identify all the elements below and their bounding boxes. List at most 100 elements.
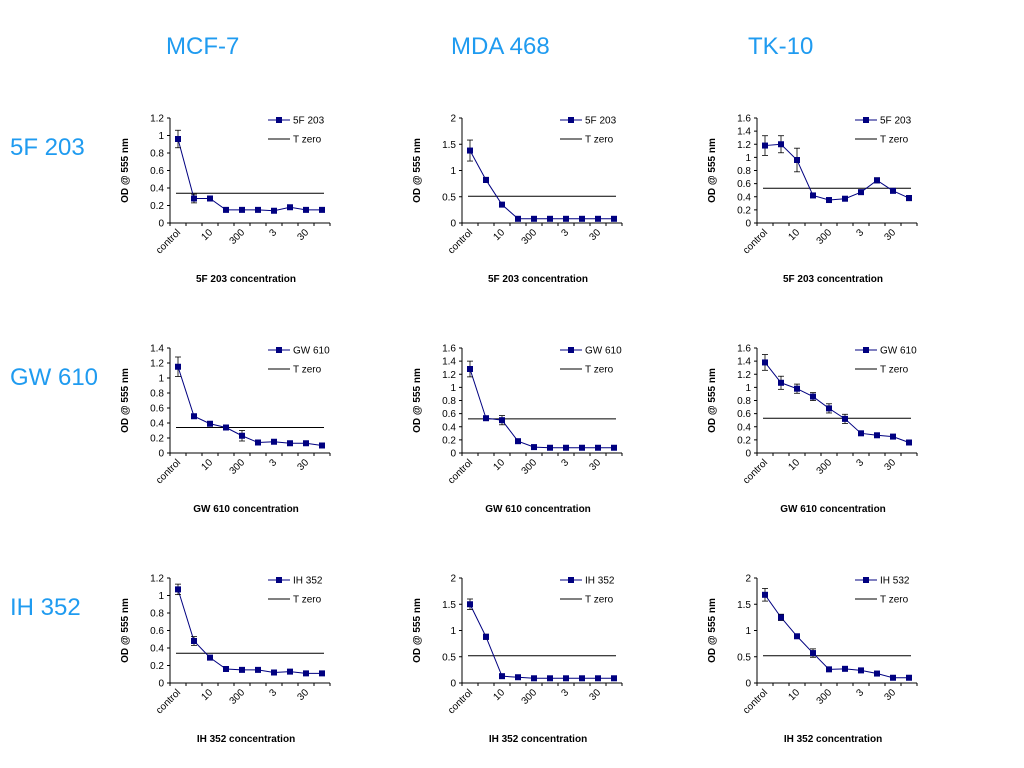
x-axis-title: IH 352 concentration [784,734,882,745]
series-line [764,362,910,443]
y-tick-label: 1.6 [442,344,456,355]
data-point [826,666,832,673]
data-point [579,675,585,682]
y-tick-label: 2 [450,114,456,125]
series-line [469,604,614,679]
legend-series-marker [568,117,574,123]
data-point [467,601,473,608]
y-tick-label: 1.5 [442,600,456,611]
x-tick-label: 30 [882,687,898,703]
data-point [207,420,213,427]
data-point [611,444,617,451]
y-tick-label: 0.4 [150,644,164,655]
x-tick-label: 3 [559,227,571,239]
data-point [223,666,229,672]
y-tick-label: 1.2 [737,370,751,381]
y-tick-label: 1.4 [737,127,751,138]
data-point [890,187,896,194]
y-axis-title: OD @ 555 nm [707,368,718,433]
y-tick-label: 1.2 [737,140,751,151]
x-tick-label: 10 [199,227,215,243]
x-axis-title: 5F 203 concentration [783,274,883,285]
legend-tzero-label: T zero [585,595,614,606]
data-point [175,363,181,370]
y-tick-label: 0.2 [737,435,751,446]
data-point [611,215,617,222]
y-tick-label: 0.5 [737,652,751,663]
data-point [611,675,617,682]
data-point [794,157,800,163]
legend-tzero-label: T zero [293,365,322,376]
y-tick-label: 0.8 [737,166,751,177]
x-tick-label: 30 [882,227,898,243]
y-tick-label: 0.5 [442,192,456,203]
data-point [515,438,521,445]
x-tick-label: 300 [228,687,248,707]
data-point [874,177,880,184]
row-header-gw610: GW 610 [10,364,99,391]
data-point [467,366,473,372]
data-point [531,444,537,451]
y-tick-label: 0.8 [150,609,164,620]
data-point [906,439,912,446]
y-tick-label: 1.5 [737,600,751,611]
y-tick-label: 1.2 [150,114,164,125]
data-point [191,638,197,644]
legend-series-marker [863,577,869,583]
y-axis-title: OD @ 555 nm [120,138,131,203]
series-line [469,150,614,220]
data-point [287,204,293,211]
x-tick-label: control [154,457,183,486]
x-tick-label: 10 [199,687,215,703]
data-point [207,195,213,202]
x-tick-label: 10 [786,687,802,703]
data-point [826,405,832,412]
y-tick-label: 0.6 [737,179,751,190]
column-header-mda468: MDA 468 [451,33,550,60]
data-point [810,393,816,400]
data-point [271,207,277,214]
y-tick-label: 1 [450,626,456,637]
legend-tzero-label: T zero [880,595,909,606]
legend-series-label: GW 610 [585,346,622,357]
legend-tzero-label: T zero [585,135,614,146]
x-tick-label: 3 [559,457,571,469]
x-tick-label: control [154,227,183,256]
y-tick-label: 0.8 [737,396,751,407]
data-point [287,668,293,675]
y-tick-label: 1 [745,626,751,637]
data-point [531,675,537,682]
y-axis-title: OD @ 555 nm [412,138,423,203]
y-tick-label: 1.4 [442,357,456,368]
y-tick-label: 0.4 [150,184,164,195]
x-tick-label: control [446,687,475,716]
x-axis-title: IH 352 concentration [197,734,295,745]
data-point [595,444,601,451]
legend-series-marker [568,347,574,353]
y-axis-title: OD @ 555 nm [412,598,423,663]
data-point [483,633,489,640]
y-tick-label: 1.4 [737,357,751,368]
legend-series-label: 5F 203 [880,116,912,127]
x-tick-label: 30 [587,457,603,473]
series-line [469,368,614,449]
x-axis-title: GW 610 concentration [780,504,886,515]
y-tick-label: 0.4 [737,422,751,433]
data-point [303,440,309,447]
chart-1: 0 0.2 0.4 0.6 0.8 1 1.2 control 10 300 3 30 OD @ 555… [120,114,331,285]
y-tick-label: 1 [158,591,164,602]
y-tick-label: 0.2 [737,205,751,216]
legend-tzero-label: T zero [585,365,614,376]
y-tick-label: 0 [450,679,456,690]
chart-8: 0 0.5 1 1.5 2 control 10 300 3 30 OD @ 555 nm IH 35… [412,574,623,745]
y-tick-label: 1 [450,166,456,177]
data-point [499,673,505,680]
x-tick-label: 3 [267,227,279,239]
legend-series-marker [568,577,574,583]
data-point [563,675,569,682]
data-point [303,206,309,213]
data-point [890,433,896,440]
y-axis-title: OD @ 555 nm [412,368,423,433]
data-point [515,674,521,681]
